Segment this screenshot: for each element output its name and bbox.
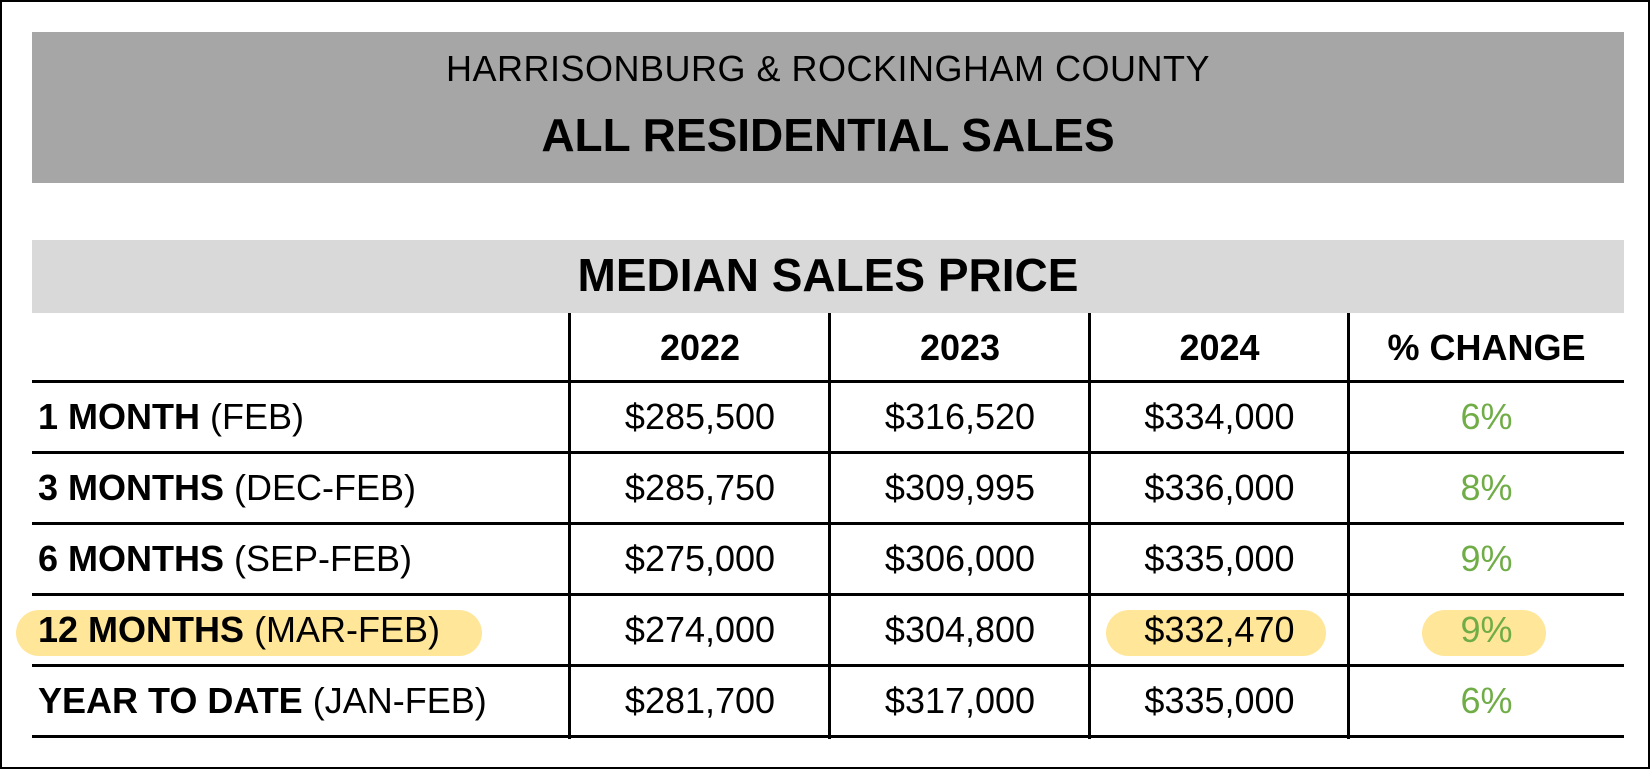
column-header: 2023	[919, 327, 1001, 368]
percent-change-cell: 6%	[1460, 396, 1513, 437]
price-cell: $336,000	[1144, 467, 1295, 508]
row-label: YEAR TO DATE (JAN-FEB)	[38, 667, 487, 735]
period-label: 12 MONTHS	[38, 609, 245, 650]
header-band: HARRISONBURG & ROCKINGHAM COUNTY ALL RES…	[32, 32, 1624, 183]
period-label: 1 MONTH	[38, 396, 200, 437]
row-label: 1 MONTH (FEB)	[38, 383, 304, 451]
price-cell: $335,000	[1144, 538, 1295, 579]
price-cell: $334,000	[1144, 396, 1295, 437]
highlight-marker	[16, 610, 482, 656]
price-cell: $281,700	[624, 680, 776, 721]
column-divider	[568, 313, 571, 739]
period-range: (FEB)	[210, 396, 305, 437]
period-label: 3 MONTHS	[38, 467, 225, 508]
price-cell: $317,000	[884, 680, 1036, 721]
price-cell: $316,520	[884, 396, 1036, 437]
percent-change-cell: 6%	[1460, 680, 1513, 721]
row-label: 3 MONTHS (DEC-FEB)	[38, 454, 416, 522]
period-range: (MAR-FEB)	[254, 609, 441, 650]
region-label: HARRISONBURG & ROCKINGHAM COUNTY	[445, 48, 1211, 89]
column-divider	[1347, 313, 1350, 739]
column-divider	[1088, 313, 1091, 739]
period-label: 6 MONTHS	[38, 538, 225, 579]
percent-change-cell: 9%	[1460, 609, 1513, 650]
highlight-marker	[1106, 610, 1326, 656]
percent-change-cell: 8%	[1460, 467, 1513, 508]
price-cell: $335,000	[1144, 680, 1295, 721]
price-cell: $274,000	[624, 609, 776, 650]
period-label: YEAR TO DATE	[38, 680, 303, 721]
price-cell: $309,995	[884, 467, 1036, 508]
section-title: MEDIAN SALES PRICE	[577, 249, 1079, 301]
column-header: 2024	[1179, 327, 1260, 368]
row-label: 6 MONTHS (SEP-FEB)	[38, 525, 412, 593]
price-cell: $304,800	[884, 609, 1036, 650]
column-header: % CHANGE	[1387, 327, 1586, 368]
percent-change-cell: 9%	[1460, 538, 1513, 579]
highlight-marker	[1422, 610, 1546, 656]
report-title: ALL RESIDENTIAL SALES	[541, 109, 1115, 161]
price-cell: $285,500	[624, 396, 776, 437]
price-cell: $275,000	[624, 538, 776, 579]
period-range: (SEP-FEB)	[234, 538, 413, 579]
row-label: 12 MONTHS (MAR-FEB)	[38, 596, 440, 664]
column-header: 2022	[659, 327, 741, 368]
column-divider	[828, 313, 831, 739]
price-cell: $306,000	[884, 538, 1036, 579]
price-cell: $332,470	[1144, 609, 1295, 650]
period-range: (JAN-FEB)	[312, 680, 487, 721]
section-band: MEDIAN SALES PRICE	[32, 240, 1624, 313]
period-range: (DEC-FEB)	[234, 467, 417, 508]
price-cell: $285,750	[624, 467, 776, 508]
